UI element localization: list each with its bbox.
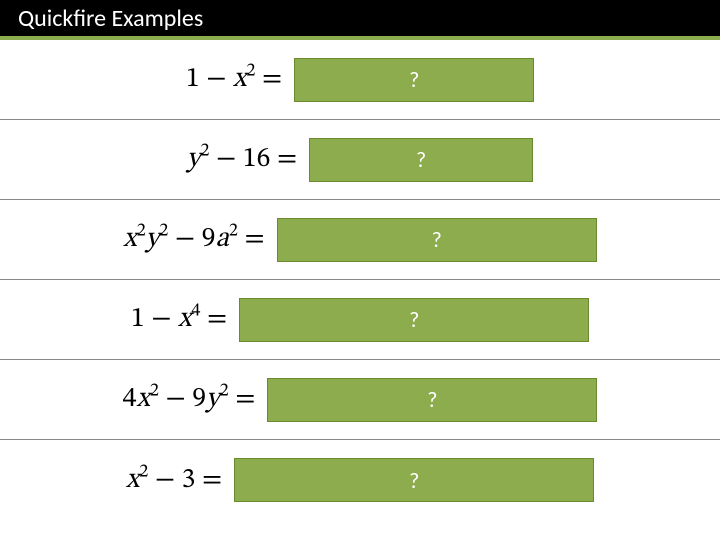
equation-expression: 1 − x4 = [131, 302, 227, 337]
equation-expression: y2 − 16 = [187, 142, 297, 177]
equation-row: 4x2 − 9y2 = ? [0, 360, 720, 440]
equation-row: y2 − 16 = ? [0, 120, 720, 200]
answer-box[interactable]: ? [309, 138, 533, 182]
equation-row: x2y2 − 9a2 = ? [0, 200, 720, 280]
answer-box[interactable]: ? [239, 298, 589, 342]
answer-placeholder: ? [409, 66, 419, 93]
equation-expression: x2 − 3 = [126, 463, 222, 498]
page-title: Quickfire Examples [18, 4, 203, 33]
equation-expression: 4x2 − 9y2 = [123, 382, 256, 417]
equation-list: 1 − x2 = ? y2 − 16 = ? x2y2 − 9a2 = ? 1 … [0, 40, 720, 520]
answer-box[interactable]: ? [277, 218, 597, 262]
answer-box[interactable]: ? [234, 458, 594, 502]
equation-row: 1 − x2 = ? [0, 40, 720, 120]
equation-row: x2 − 3 = ? [0, 440, 720, 520]
answer-placeholder: ? [427, 386, 437, 413]
answer-placeholder: ? [432, 226, 442, 253]
answer-box[interactable]: ? [294, 58, 534, 102]
answer-placeholder: ? [416, 146, 426, 173]
equation-row: 1 − x4 = ? [0, 280, 720, 360]
equation-expression: x2y2 − 9a2 = [123, 222, 264, 257]
answer-box[interactable]: ? [267, 378, 597, 422]
equation-expression: 1 − x2 = [186, 62, 282, 97]
page-header: Quickfire Examples [0, 0, 720, 40]
answer-placeholder: ? [409, 306, 419, 333]
answer-placeholder: ? [409, 467, 419, 494]
